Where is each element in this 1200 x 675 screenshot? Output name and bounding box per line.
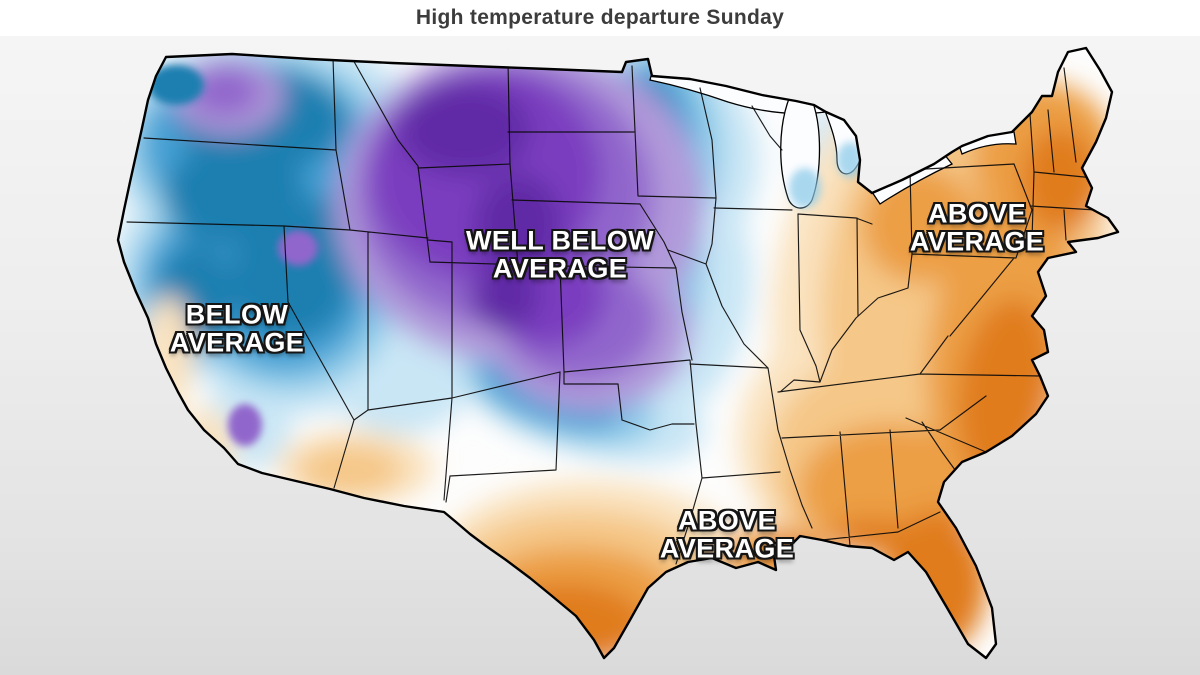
map-title: High temperature departure Sunday	[415, 6, 785, 29]
title-bar: High temperature departure Sunday	[0, 0, 1200, 36]
anomaly-blobs	[118, 48, 1118, 658]
temperature-field	[118, 48, 1118, 658]
small-anomaly-spots	[148, 65, 318, 446]
lake-anomaly-spots	[789, 142, 863, 208]
state-borders	[126, 57, 1097, 565]
